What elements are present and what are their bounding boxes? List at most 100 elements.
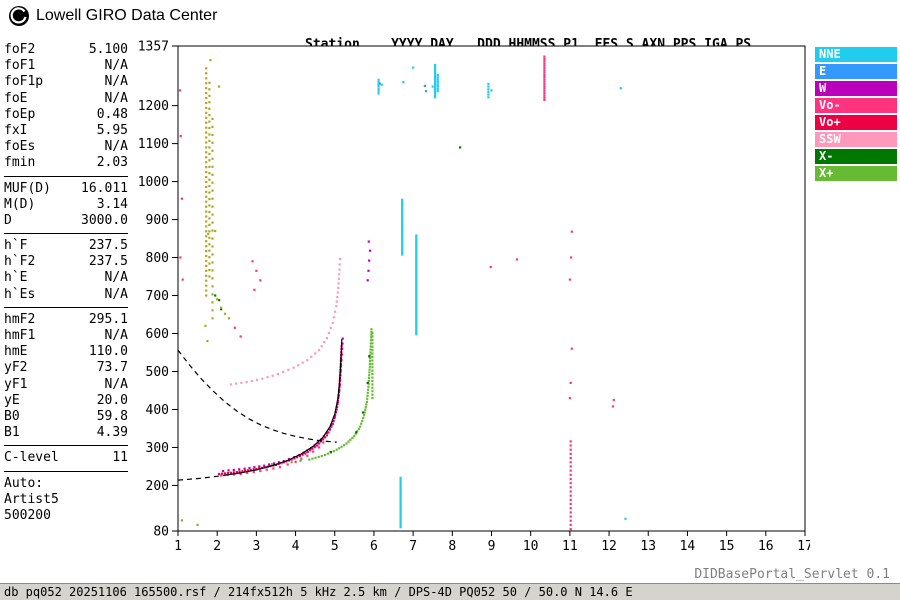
servlet-version-label: DIDBasePortal_Servlet 0.1 [694,567,890,582]
param-row-ye: yE 20.0 [4,393,128,409]
param-label: yE [4,392,20,408]
param-label: yF1 [4,376,28,392]
series-spread-olive-dots [204,59,230,343]
legend-item-nne: NNE [815,47,897,62]
param-row-d: D 3000.0 [4,213,128,229]
status-bar: db pq052 20251106 165500.rsf / 214fx512h… [0,583,900,600]
legend-item-x-: X- [815,149,897,164]
param-label: foF1 [4,58,36,74]
param-label: B0 [4,408,20,424]
param-label: foF1p [4,74,44,90]
logo-text: Lowell GIRO Data Center [36,7,218,24]
param-value: 5.95 [96,122,128,138]
legend-item-vo-: Vo- [815,98,897,113]
param-value: 295.1 [88,311,128,327]
param-value: 237.5 [88,254,128,270]
param-label: h`Es [4,286,36,302]
param-row-fof1: foF1 N/A [4,58,128,74]
line-artist-fitted-trace [227,339,343,476]
auto-label: Auto: [4,475,44,491]
param-value: 110.0 [88,344,128,360]
param-value: N/A [104,286,128,302]
param-row-hes: h`Es N/A [4,287,128,303]
param-label: foE [4,90,28,106]
param-row-b0: B0 59.8 [4,409,128,425]
series-nne-top-1 [434,63,437,99]
series-nne-streak-1 [401,198,404,256]
param-row-hme: hmE 110.0 [4,344,128,360]
param-label: C-level [4,450,59,466]
param-label: h`E [4,270,28,286]
param-value: 16.011 [81,180,128,196]
svg-text:4: 4 [292,539,300,554]
ionogram-plot: 8020030040050060070080090010001100120013… [138,40,810,555]
svg-text:200: 200 [146,479,169,494]
legend-item-e: E [815,64,897,79]
svg-text:1357: 1357 [138,40,169,55]
svg-text:400: 400 [146,403,169,418]
svg-text:8: 8 [448,539,456,554]
param-value: N/A [104,328,128,343]
parameter-panel: foF2 5.100 foF1 N/A foF1p N/A foE N/A foEp 0.48 fx… [4,42,128,524]
svg-text:600: 600 [146,327,169,342]
svg-text:500: 500 [146,365,169,380]
series-pink-11mhz-dots [568,230,573,400]
param-row-hmf1: hmF1 N/A [4,328,128,344]
svg-text:17: 17 [797,539,810,554]
series-x-minus-dots [214,146,462,454]
param-value: N/A [104,270,128,286]
echo-legend: NNE E W Vo- Vo+ SSW X- X+ [815,47,897,183]
param-row-foep: foEp 0.48 [4,107,128,123]
panel-divider [4,175,128,177]
param-value: 73.7 [96,360,128,376]
svg-text:12: 12 [601,539,617,554]
param-row-b1: B1 4.39 [4,425,128,441]
series-nne-top-3 [377,78,380,95]
param-row-hmf2: hmF2 295.1 [4,312,128,328]
param-value: 3000.0 [81,212,128,228]
param-label: B1 [4,425,20,441]
param-label: fmin [4,155,36,171]
series-nne-top-4 [487,82,490,99]
svg-text:80: 80 [153,525,169,540]
series-green-bottom-dots [180,519,199,526]
param-row-yf1: yF1 N/A [4,377,128,393]
series-second-hop-pink [229,258,342,386]
param-label: hmF1 [4,328,36,343]
svg-text:14: 14 [680,539,696,554]
svg-text:6: 6 [370,539,378,554]
series-x-trace-column [371,332,374,400]
series-nne-top-2 [436,74,439,93]
series-spread-olive-col3 [211,117,214,320]
panel-divider [4,470,128,472]
param-row-hf: h`F 237.5 [4,238,128,254]
param-label: hmE [4,344,28,360]
param-row-yf2: yF2 73.7 [4,360,128,376]
series-nne-streak-bottom [399,476,402,529]
param-label: hmF2 [4,311,36,327]
param-label: foF2 [4,42,36,57]
auto-line-1: Artist5 [4,491,59,507]
panel-divider [4,306,128,308]
param-value: N/A [104,139,128,155]
svg-text:900: 900 [146,213,169,228]
svg-text:3: 3 [252,539,260,554]
legend-item-vo-: Vo+ [815,115,897,130]
param-row-he: h`E N/A [4,270,128,286]
param-row-md: M(D) 3.14 [4,197,128,213]
param-value: N/A [104,58,128,74]
giro-logo-icon [9,6,29,26]
series-e-dots [378,82,428,93]
param-value: 5.100 [88,42,128,57]
param-label: D [4,212,12,228]
param-row-foe: foE N/A [4,91,128,107]
legend-item-x-: X+ [815,166,897,181]
svg-text:7: 7 [409,539,417,554]
param-label: foEp [4,106,36,122]
param-label: foEs [4,139,36,155]
series-pink-col-11mhz [569,440,572,531]
param-value: N/A [104,74,128,90]
status-text: db pq052 20251106 165500.rsf / 214fx512h… [4,585,633,599]
param-value: N/A [104,90,128,106]
